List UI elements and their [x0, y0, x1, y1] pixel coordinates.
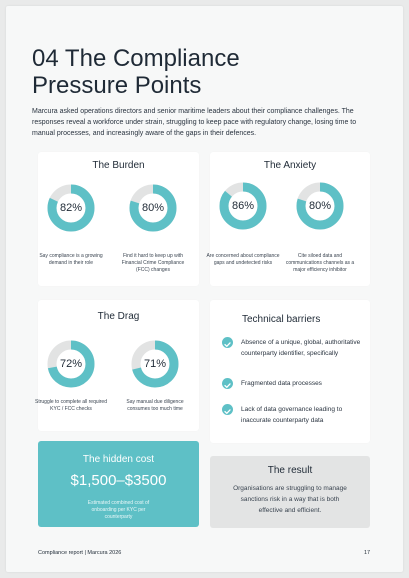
- donut-chart: 71%: [131, 340, 179, 388]
- technical-barriers-card: Technical barriers Absence of a unique, …: [210, 300, 370, 443]
- burden-title: The Burden: [92, 160, 145, 171]
- result-title: The result: [267, 465, 313, 476]
- donut-value: 71%: [143, 358, 167, 370]
- burden-card: The Burden 82% Say compliance is a growi…: [38, 152, 199, 286]
- technical-barriers-title: Technical barriers: [242, 314, 321, 325]
- donut-value: 80%: [141, 202, 165, 214]
- page-number: 17: [364, 550, 371, 556]
- barrier-text: Lack of data governance leading to inacc…: [241, 406, 343, 424]
- footer-label: Compliance report | Marcura 2026: [38, 550, 122, 556]
- anxiety-card: The Anxiety 86% Are concerned about comp…: [206, 152, 370, 286]
- stat-caption: Cite siloed data and communications chan…: [285, 253, 355, 273]
- hidden-cost-title: The hidden cost: [82, 454, 155, 465]
- result-card: The result Organisations are struggling …: [210, 456, 370, 528]
- barrier-text: Fragmented data processes: [241, 380, 322, 387]
- stat-caption: Find it hard to keep up with Financial C…: [121, 253, 185, 273]
- stat-caption: Struggle to complete all required KYC / …: [35, 399, 107, 412]
- intro-paragraph: Marcura asked operations directors and s…: [32, 108, 357, 137]
- page-title: 04 The Compliance Pressure Points: [32, 45, 240, 99]
- donut-chart: 72%: [47, 340, 95, 388]
- drag-title: The Drag: [97, 311, 140, 322]
- donut-chart: 82%: [47, 184, 95, 232]
- result-text: Organisations are struggling to manage s…: [233, 485, 347, 514]
- donut-chart: 86%: [219, 182, 267, 230]
- stat-caption: Say compliance is a growing demand in th…: [39, 253, 103, 266]
- stat-caption: Are concerned about compliance gaps and …: [206, 253, 280, 266]
- check-circle-icon: [222, 337, 233, 348]
- drag-card: The Drag 72% Struggle to complete all re…: [35, 300, 199, 431]
- donut-value: 86%: [231, 200, 255, 212]
- donut-value: 80%: [308, 200, 332, 212]
- anxiety-title: The Anxiety: [263, 160, 317, 171]
- donut-value: 82%: [59, 202, 83, 214]
- barrier-text: Absence of a unique, global, authoritati…: [241, 339, 361, 357]
- hidden-cost-caption: Estimated combined cost of onboarding pe…: [87, 500, 150, 520]
- stat-caption: Say manual due diligence consumes too mu…: [126, 399, 184, 412]
- check-circle-icon: [222, 404, 233, 415]
- donut-value: 72%: [59, 358, 83, 370]
- donut-chart: 80%: [296, 182, 344, 230]
- hidden-cost-value: $1,500–$3500: [70, 472, 167, 489]
- hidden-cost-card: The hidden cost $1,500–$3500 Estimated c…: [38, 441, 199, 527]
- donut-chart: 80%: [129, 184, 177, 232]
- check-circle-icon: [222, 378, 233, 389]
